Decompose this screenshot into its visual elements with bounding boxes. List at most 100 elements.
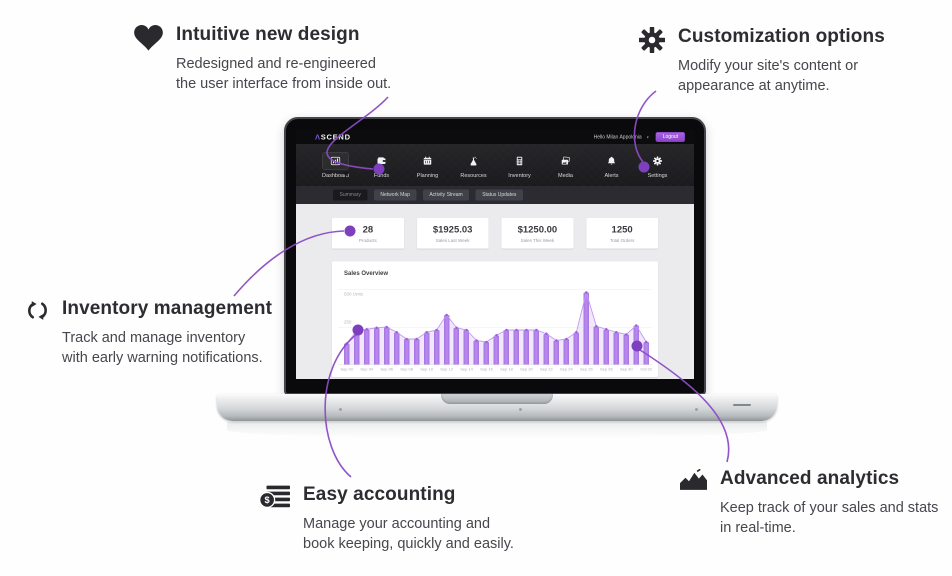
chart-bar xyxy=(593,326,599,365)
nav-item-resources[interactable]: Resources xyxy=(460,152,487,179)
sales-chart: 500 Units 250 xyxy=(338,289,652,365)
gridline-baseline xyxy=(338,364,652,365)
dashboard-subtabs: Summary Network Map Activity Stream Status … xyxy=(296,186,694,204)
callout-description: Track and manage inventory with early wa… xyxy=(62,330,263,366)
x-axis-tick: Sep 08 xyxy=(400,367,413,372)
sync-icon xyxy=(26,299,49,368)
photos-icon xyxy=(552,152,579,170)
chart-bar xyxy=(453,327,460,365)
callout-title: Inventory management xyxy=(62,298,272,319)
laptop-screen-bezel: ΛSCEND Hello Milan Appolonia ▾ Logout Da… xyxy=(284,117,706,395)
nav-item-label: Inventory xyxy=(508,172,531,179)
svg-text:$: $ xyxy=(265,495,271,505)
chart-bar xyxy=(433,330,440,365)
gridline-500 xyxy=(338,289,652,290)
chart-bar xyxy=(423,332,430,365)
laptop-base xyxy=(217,394,777,421)
nav-item-planning[interactable]: Planning xyxy=(414,152,441,178)
chart-bar xyxy=(463,330,470,365)
gridline-250 xyxy=(338,327,652,328)
callout-description: Redesigned and re-engineered the user in… xyxy=(176,56,392,92)
chart-bar xyxy=(573,332,579,365)
nav-item-media[interactable]: Media xyxy=(552,152,579,179)
laptop-base-notch xyxy=(441,394,553,404)
nav-item-inventory[interactable]: Inventory xyxy=(506,152,533,179)
chart-bar xyxy=(403,339,410,365)
sales-overview-panel: Sales Overview 500 Units 250 Sep 02 Sep 0… xyxy=(332,261,658,377)
tab-summary[interactable]: Summary xyxy=(333,189,368,201)
chart-bar xyxy=(553,340,560,365)
x-axis-tick: Sep 16 xyxy=(480,367,493,372)
x-axis-tick: Sep 02 xyxy=(340,367,354,372)
callout-description: Manage your accounting and book keeping,… xyxy=(303,516,514,552)
callout-advanced-analytics: Advanced analytics Keep track of your sa… xyxy=(680,468,938,538)
callout-description: Keep track of your sales and stats in re… xyxy=(720,500,939,536)
callout-title: Intuitive new design xyxy=(176,24,360,45)
tab-status-updates[interactable]: Status Updates xyxy=(475,189,523,201)
callout-intuitive-new-design: Intuitive new design Redesigned and re-e… xyxy=(134,24,391,94)
callout-customization-options: Customization options Modify your site's… xyxy=(638,26,885,96)
stat-card-products: 28 Products xyxy=(332,218,404,249)
nav-item-label: Resources xyxy=(460,172,487,179)
callout-inventory-management: Inventory management Track and manage in… xyxy=(26,298,272,368)
chart-bar xyxy=(383,327,390,365)
laptop-base-slit xyxy=(733,404,751,406)
tab-network-map[interactable]: Network Map xyxy=(373,189,417,201)
stat-card-total-orders: 1250 Total Orders xyxy=(586,218,658,249)
x-axis-tick: Sep 30 xyxy=(619,367,633,372)
chart-bar xyxy=(533,330,540,365)
stat-card-sales-last-week: $1925.03 Sales Last Week xyxy=(416,218,489,249)
chart-bar xyxy=(373,327,380,365)
main-navigation: Dashboard Funds Planning Resources Inventory… xyxy=(296,144,694,186)
stat-value: $1250.00 xyxy=(517,224,558,236)
gear-icon xyxy=(644,152,671,170)
callout-description: Modify your site's content or appearance… xyxy=(678,58,859,94)
y-axis-label-500: 500 Units xyxy=(344,291,364,297)
dashboard-topbar: ΛSCEND Hello Milan Appolonia ▾ Logout xyxy=(296,130,694,144)
chart-bar xyxy=(623,334,629,365)
callout-title: Customization options xyxy=(678,26,885,47)
chart-title: Sales Overview xyxy=(344,269,389,277)
dashboard-content: 28 Products $1925.03 Sales Last Week $1250.0… xyxy=(296,204,694,379)
chevron-down-icon[interactable]: ▾ xyxy=(646,134,649,140)
chart-bar xyxy=(363,329,370,365)
stat-value: 1250 xyxy=(611,224,633,236)
x-axis-tick: Sep 20 xyxy=(520,367,533,372)
bar-chart-icon xyxy=(322,151,349,170)
x-axis-tick: Sep 24 xyxy=(560,367,573,372)
wallet-icon xyxy=(368,152,395,170)
logout-button[interactable]: Logout xyxy=(655,132,685,142)
nav-item-funds[interactable]: Funds xyxy=(368,152,395,178)
area-chart-icon xyxy=(680,468,707,538)
callout-title: Easy accounting xyxy=(303,484,456,505)
chart-bar xyxy=(543,333,550,365)
y-axis-label-250: 250 xyxy=(344,319,352,325)
nav-item-label: Settings xyxy=(647,172,668,179)
chart-bar xyxy=(513,330,520,365)
tab-activity-stream[interactable]: Activity Stream xyxy=(422,189,470,201)
flask-icon xyxy=(460,152,487,170)
chart-bar xyxy=(443,315,450,365)
chart-bar xyxy=(473,340,480,365)
heart-icon xyxy=(134,25,163,94)
x-axis-tick: Oct 02 xyxy=(640,367,653,372)
chart-bar xyxy=(393,332,400,365)
x-axis-tick: Sep 12 xyxy=(440,367,453,372)
chart-bar xyxy=(583,292,589,365)
stat-label: Sales Last Week xyxy=(435,238,470,243)
chart-bar xyxy=(483,342,490,365)
chart-bar xyxy=(503,330,510,365)
x-axis-tick: Sep 10 xyxy=(420,367,433,372)
user-greeting: Hello Milan Appolonia xyxy=(593,134,642,140)
calendar-icon xyxy=(414,152,441,170)
stat-card-sales-this-week: $1250.00 Sales This Week xyxy=(501,218,574,249)
bell-icon xyxy=(598,152,625,170)
x-axis-tick: Sep 04 xyxy=(360,367,374,372)
nav-item-alerts[interactable]: Alerts xyxy=(598,152,625,178)
nav-item-settings[interactable]: Settings xyxy=(644,152,671,179)
laptop-reflection xyxy=(227,422,767,438)
stat-label: Products xyxy=(358,238,377,243)
stat-label: Sales This Week xyxy=(520,238,555,243)
chart-bar xyxy=(613,332,619,365)
nav-item-label: Media xyxy=(558,172,573,179)
